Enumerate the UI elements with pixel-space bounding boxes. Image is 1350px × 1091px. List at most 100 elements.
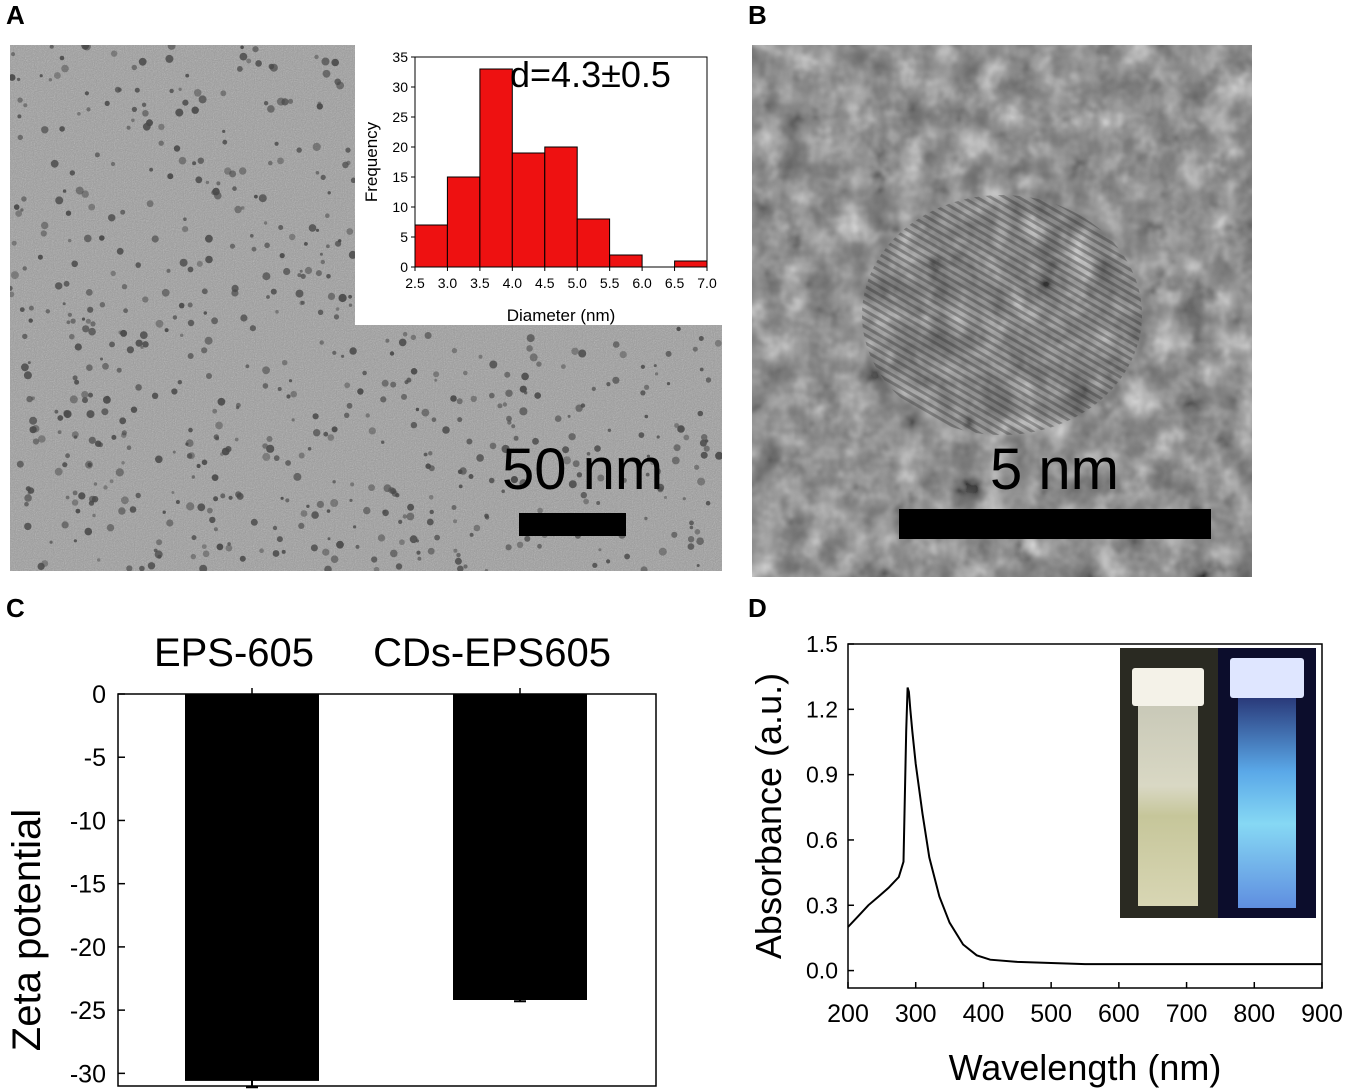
nanoparticle xyxy=(71,499,79,506)
nanoparticle xyxy=(348,294,352,299)
nanoparticle xyxy=(331,58,340,67)
nanoparticle xyxy=(164,328,169,333)
nanoparticle xyxy=(715,451,722,460)
nanoparticle xyxy=(428,495,434,500)
nanoparticle xyxy=(665,350,672,357)
nanoparticle xyxy=(277,157,284,165)
nanoparticle xyxy=(173,145,181,152)
nanoparticle xyxy=(23,371,32,380)
nanoparticle xyxy=(395,563,403,570)
nanoparticle xyxy=(700,434,708,441)
nanoparticle xyxy=(453,519,458,524)
nanoparticle xyxy=(126,445,132,451)
nanoparticle xyxy=(421,408,430,417)
nanoparticle xyxy=(526,334,535,343)
nanoparticle xyxy=(105,395,110,400)
uv-x-tick-label: 300 xyxy=(895,1000,937,1028)
nanoparticle xyxy=(504,371,511,378)
nanoparticle xyxy=(62,462,68,468)
nanoparticle xyxy=(473,524,481,532)
nanoparticle xyxy=(597,474,605,482)
nanoparticle xyxy=(296,147,302,153)
nanoparticle xyxy=(90,321,96,327)
nanoparticle xyxy=(187,266,194,273)
nanoparticle xyxy=(85,318,91,324)
nanoparticle xyxy=(201,544,207,549)
nanoparticle xyxy=(57,430,62,434)
nanoparticle xyxy=(191,475,195,479)
nanoparticle xyxy=(537,543,542,549)
nanoparticle xyxy=(390,381,397,388)
nanoparticle xyxy=(314,54,319,60)
nanoparticle xyxy=(501,489,506,494)
nanoparticle xyxy=(232,186,237,191)
nanoparticle xyxy=(466,438,473,445)
nanoparticle xyxy=(456,398,463,405)
nanoparticle xyxy=(203,311,207,315)
nanoparticle xyxy=(537,507,543,514)
nanoparticle xyxy=(182,99,189,106)
nanoparticle xyxy=(88,203,96,211)
nanoparticle xyxy=(172,315,178,320)
histogram-x-tick-label: 6.5 xyxy=(665,275,685,291)
histogram-x-tick-label: 5.5 xyxy=(600,275,620,291)
uv-x-tick-label: 700 xyxy=(1166,1000,1208,1028)
nanoparticle xyxy=(300,273,306,279)
nanoparticle xyxy=(407,503,415,511)
nanoparticle xyxy=(476,454,484,462)
nanoparticle xyxy=(295,289,304,298)
nanoparticle xyxy=(17,97,23,103)
nanoparticle xyxy=(28,318,33,323)
nanoparticle xyxy=(606,559,611,564)
nanoparticle xyxy=(151,392,159,399)
nanoparticle xyxy=(245,364,250,369)
nanoparticle xyxy=(692,346,698,352)
scale-bar-b xyxy=(899,509,1211,539)
nanoparticle xyxy=(323,431,329,437)
nanoparticle xyxy=(263,101,269,106)
nanoparticle xyxy=(348,250,357,259)
nanoparticle xyxy=(66,320,71,325)
nanoparticle xyxy=(215,421,223,430)
nanoparticle xyxy=(562,456,572,465)
nanoparticle xyxy=(13,204,20,210)
nanoparticle xyxy=(300,300,305,305)
nanoparticle xyxy=(239,52,248,61)
size-histogram-inset: 2.5 3.0 3.5 4.0 4.5 5.0 5.5 6.0 6.5 7.0 0 5 10 15 20 25… xyxy=(355,45,722,325)
nanoparticle xyxy=(195,176,203,184)
nanoparticle xyxy=(571,347,579,355)
nanoparticle xyxy=(428,451,433,456)
nanoparticle xyxy=(180,333,184,337)
nanoparticle xyxy=(279,253,285,259)
nanoparticle xyxy=(41,221,49,230)
nanoparticle xyxy=(20,208,24,212)
nanoparticle xyxy=(135,262,141,268)
nanoparticle xyxy=(285,498,290,503)
nanoparticle xyxy=(258,194,267,203)
nanoparticle xyxy=(267,105,275,113)
nanoparticle xyxy=(426,518,434,526)
nanoparticle xyxy=(293,472,302,481)
nanoparticle xyxy=(67,312,72,317)
nanoparticle xyxy=(640,566,648,571)
zeta-y-tick-label: -15 xyxy=(70,871,106,899)
nanoparticle xyxy=(654,468,662,475)
panel-label-c: C xyxy=(6,593,25,623)
nanoparticle xyxy=(17,114,22,119)
nanoparticle xyxy=(205,234,213,243)
nanoparticle xyxy=(199,564,208,571)
nanoparticle xyxy=(131,118,135,123)
histogram-bar xyxy=(576,218,611,268)
nanoparticle xyxy=(211,317,219,325)
nanoparticle xyxy=(697,477,706,486)
histogram-frame xyxy=(414,56,708,268)
nanoparticle xyxy=(222,129,226,133)
nanoparticle xyxy=(304,266,313,275)
nanoparticle xyxy=(326,274,331,279)
nanoparticle xyxy=(454,557,462,565)
nanoparticle xyxy=(109,479,114,484)
uv-x-axis-label: Wavelength (nm) xyxy=(949,1047,1222,1088)
nanoparticle xyxy=(140,345,144,349)
nanoparticle xyxy=(264,242,270,249)
nanoparticle xyxy=(86,107,91,112)
